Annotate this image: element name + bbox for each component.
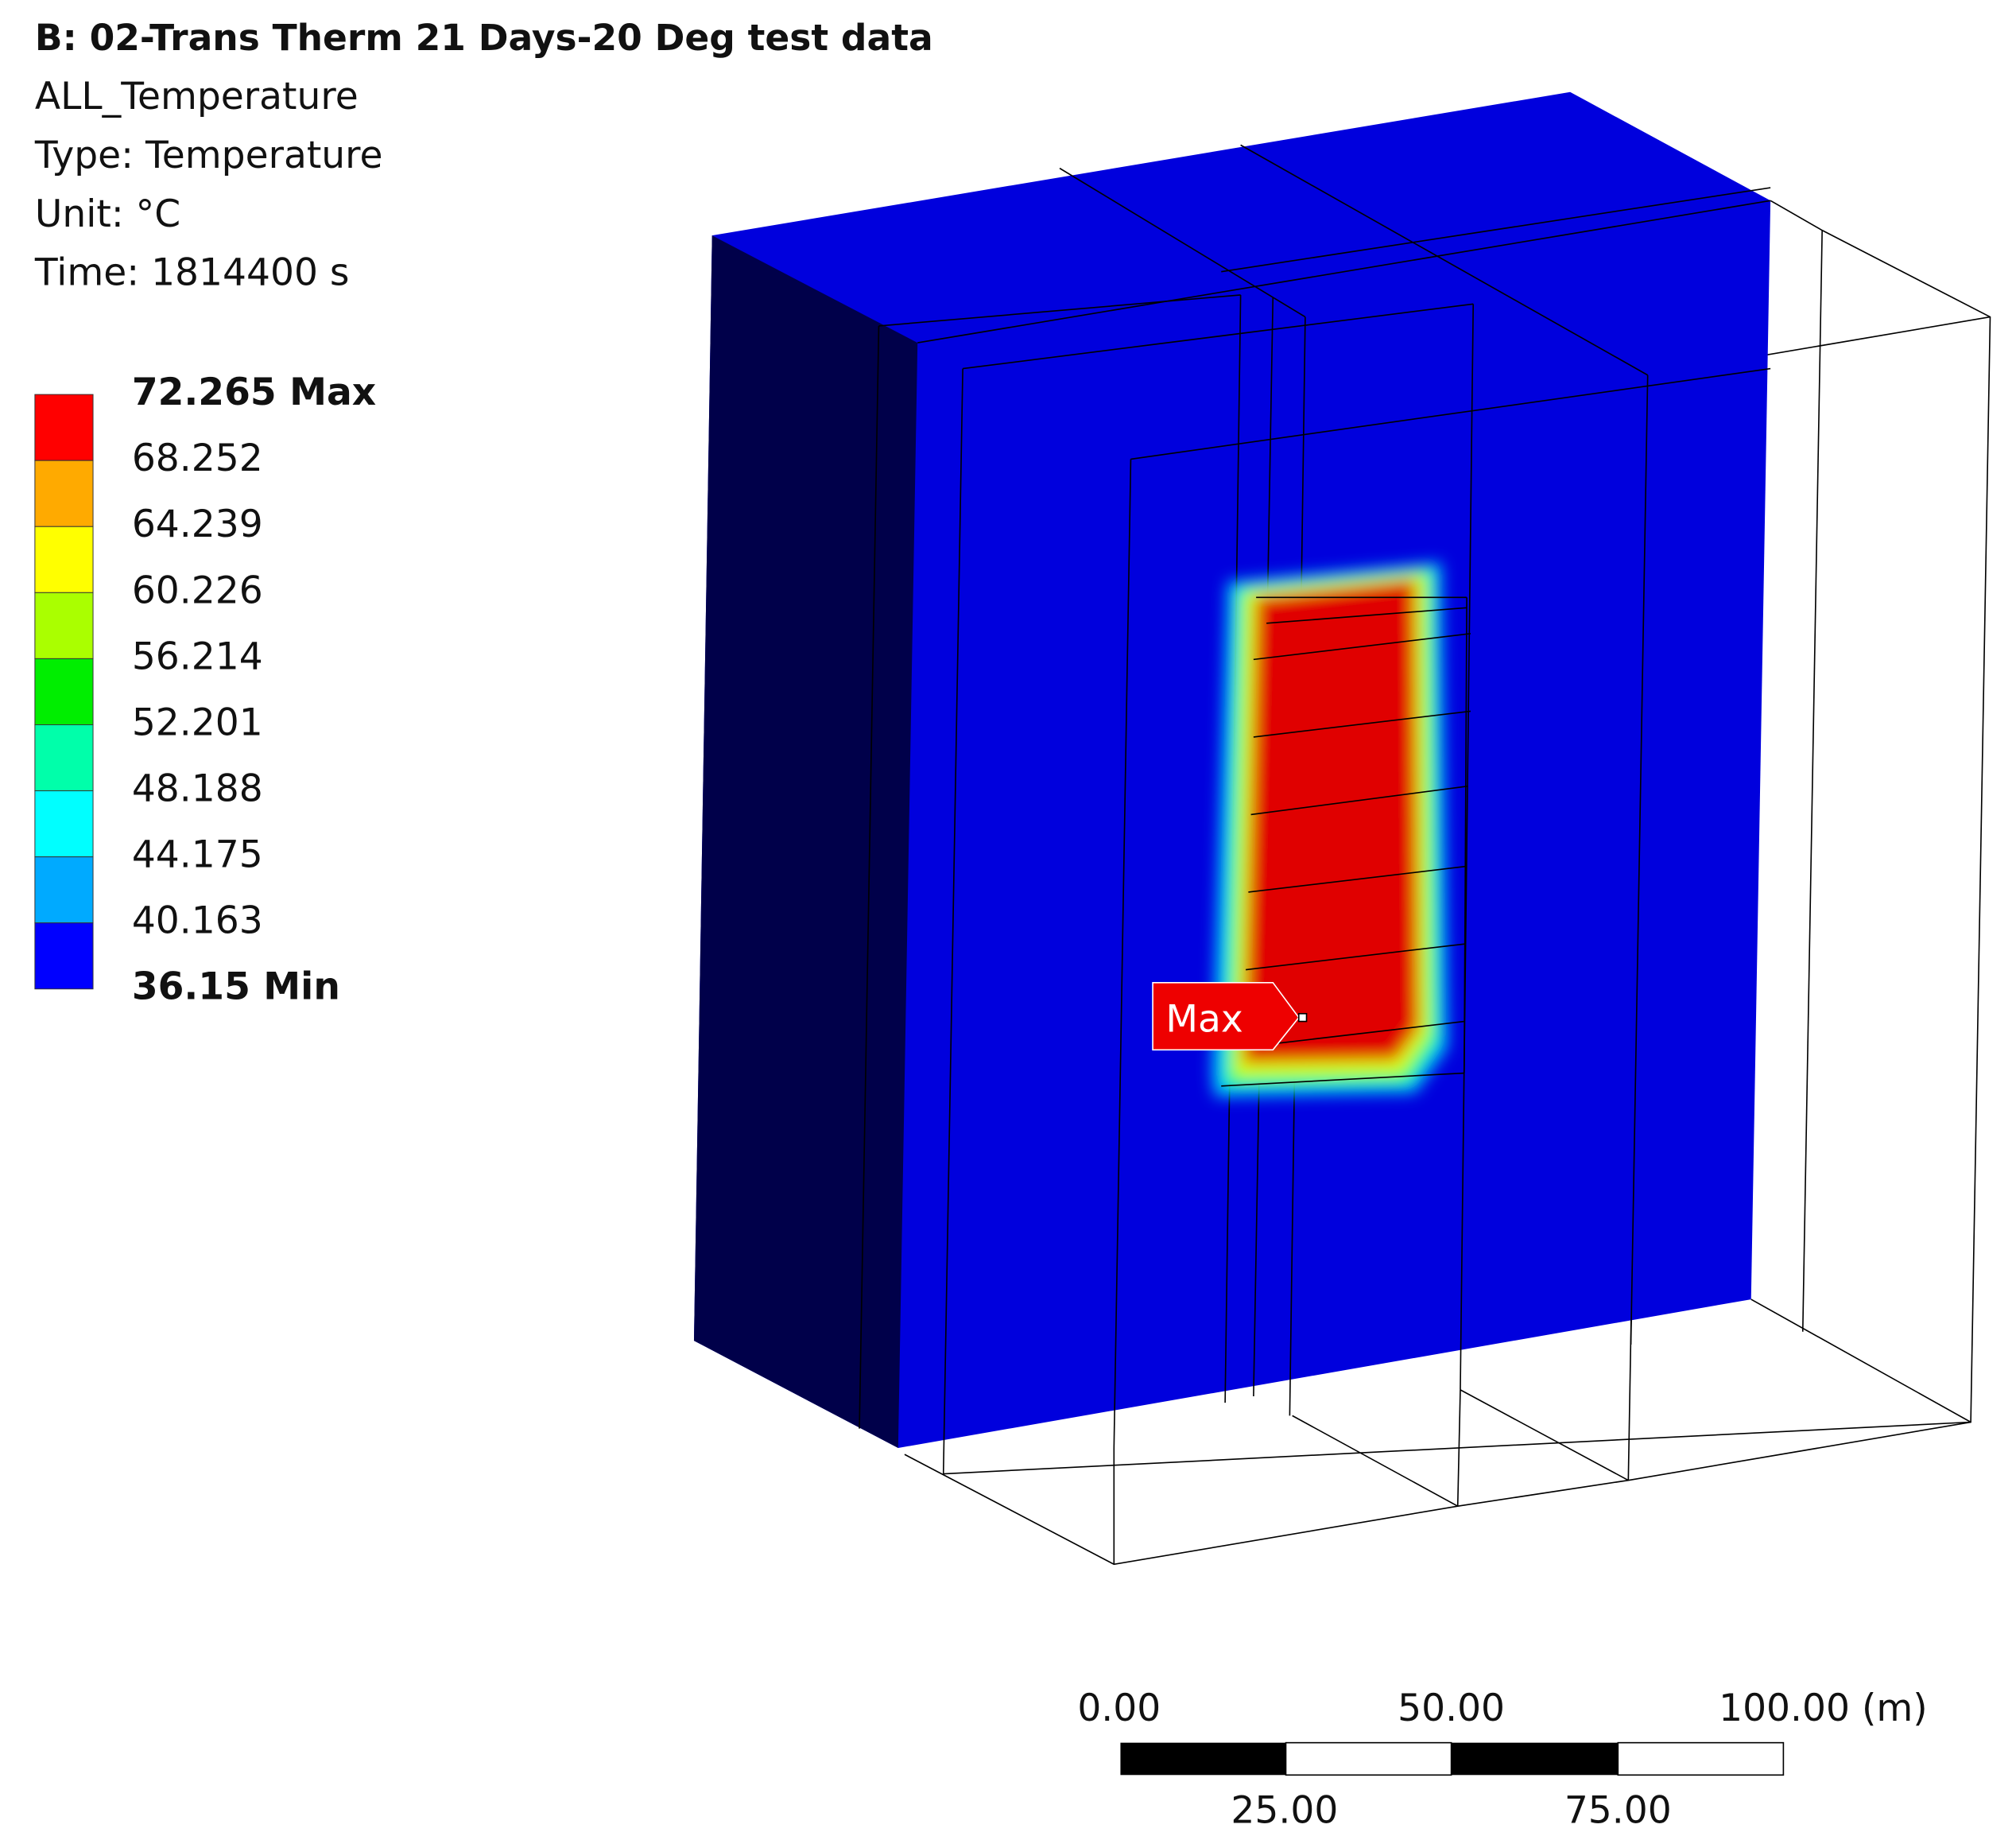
scale-label: 100.00 (m) [1719, 1687, 1928, 1730]
legend-swatch [34, 658, 94, 725]
body-edges [859, 144, 1771, 1474]
legend-swatch [34, 592, 94, 659]
legend-swatch [34, 526, 94, 593]
legend-label: 60.226 [132, 569, 263, 612]
scale-label: 50.00 [1398, 1687, 1505, 1730]
max-probe [1152, 981, 1300, 1051]
header-line: Unit: °C [35, 192, 180, 236]
probe-label: Max [1165, 998, 1243, 1042]
legend-swatch [34, 460, 94, 527]
legend-swatch [34, 724, 94, 792]
legend-label: 36.15 Min [132, 965, 340, 1009]
scale-label: 25.00 [1231, 1788, 1338, 1832]
title: B: 02-Trans Therm 21 Days-20 Deg test da… [35, 17, 933, 59]
legend-label: 44.175 [132, 833, 263, 877]
header-line: Time: 1814400 s [34, 251, 350, 295]
header-line: Type: Temperature [34, 134, 383, 177]
scale-label: 75.00 [1564, 1788, 1672, 1832]
header-line: ALL_Temperature [35, 75, 359, 118]
legend-swatch [34, 856, 94, 924]
legend-label: 68.252 [132, 437, 263, 480]
legend-label: 64.239 [132, 503, 263, 546]
legend-label: 40.163 [132, 899, 263, 943]
legend-swatch [34, 790, 94, 858]
legend-label: 48.188 [132, 767, 263, 811]
hot-zone [1212, 562, 1448, 1097]
header: ALL_Temperature Type: Temperature Unit: °C… [34, 75, 383, 295]
legend-label: 52.201 [132, 701, 263, 744]
legend-swatch [34, 394, 94, 461]
legend: 72.265 Max 68.252 64.239 60.226 56.214 52.201… [34, 371, 376, 1009]
model-side [693, 235, 918, 1449]
hot-zone-edges [1221, 596, 1471, 1087]
scale-bar: 0.00 50.00 100.00 (m) 25.00 75.00 [1077, 1687, 1927, 1832]
legend-label: 56.214 [132, 635, 263, 678]
max-point [1297, 1012, 1308, 1023]
legend-label: 72.265 Max [132, 371, 376, 414]
scale-label: 0.00 [1077, 1687, 1161, 1730]
legend-swatch [34, 922, 94, 990]
